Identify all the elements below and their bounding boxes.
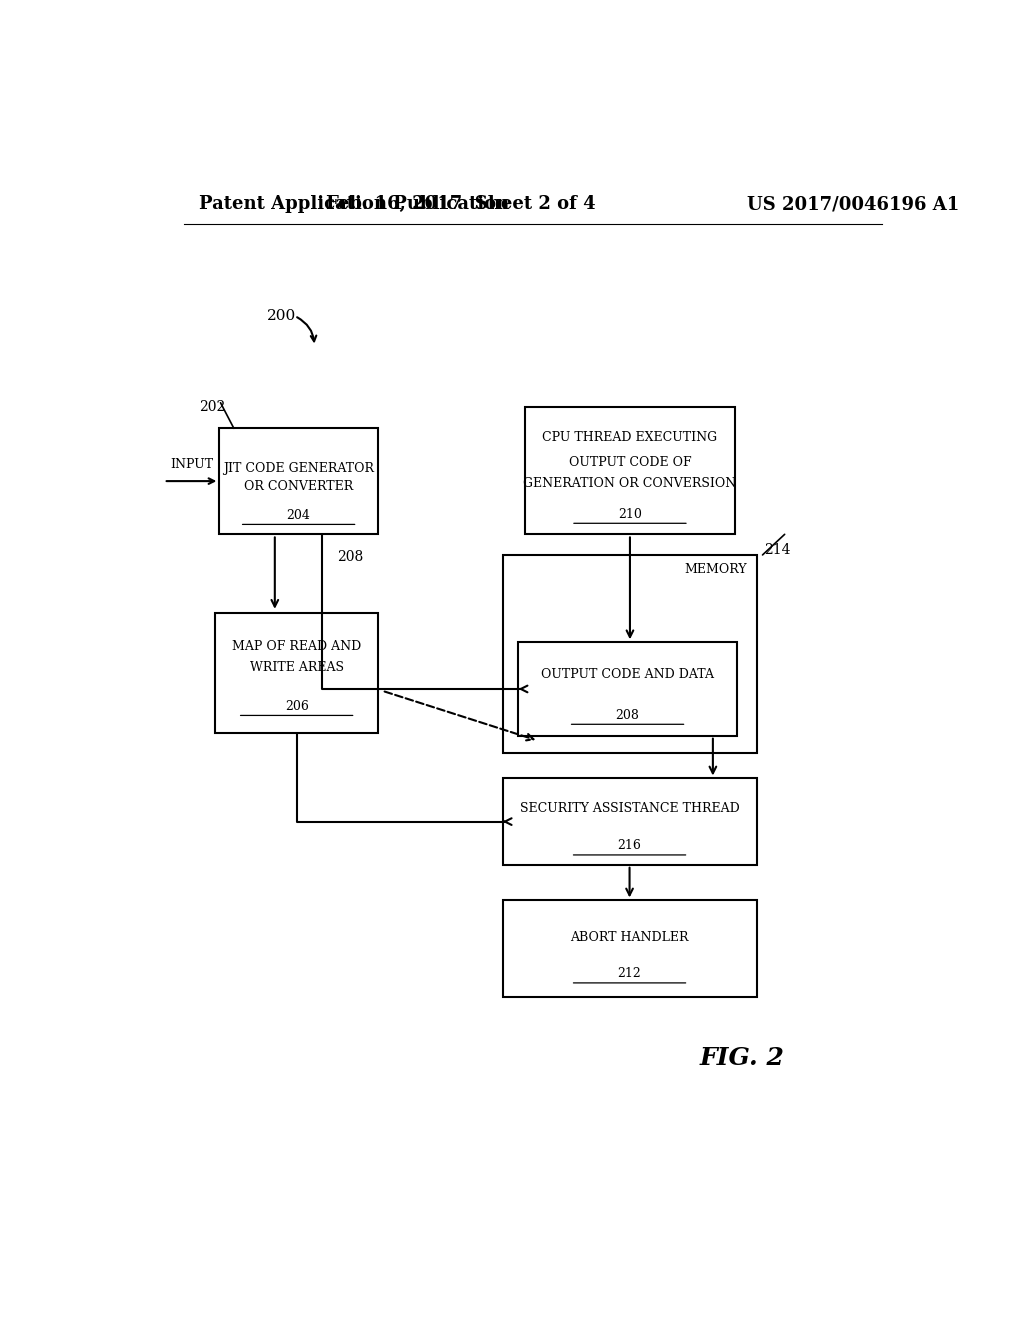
Text: 206: 206 (285, 700, 308, 713)
FancyBboxPatch shape (524, 408, 735, 535)
FancyBboxPatch shape (219, 428, 378, 535)
Text: 214: 214 (765, 543, 791, 557)
FancyBboxPatch shape (503, 779, 757, 865)
Text: US 2017/0046196 A1: US 2017/0046196 A1 (748, 195, 959, 213)
Text: OR CONVERTER: OR CONVERTER (244, 480, 353, 492)
Text: INPUT: INPUT (170, 458, 213, 471)
Text: 208: 208 (615, 709, 640, 722)
Text: SECURITY ASSISTANCE THREAD: SECURITY ASSISTANCE THREAD (520, 803, 739, 816)
FancyBboxPatch shape (518, 643, 736, 735)
Text: JIT CODE GENERATOR: JIT CODE GENERATOR (223, 462, 374, 475)
Text: Patent Application Publication: Patent Application Publication (200, 195, 510, 213)
Text: 204: 204 (287, 508, 310, 521)
Text: OUTPUT CODE AND DATA: OUTPUT CODE AND DATA (541, 668, 714, 681)
Text: 210: 210 (618, 508, 642, 520)
Text: FIG. 2: FIG. 2 (699, 1045, 784, 1071)
Text: 200: 200 (267, 309, 296, 323)
Text: 216: 216 (617, 840, 641, 853)
Text: MEMORY: MEMORY (684, 562, 748, 576)
FancyBboxPatch shape (503, 900, 757, 997)
Text: MAP OF READ AND: MAP OF READ AND (232, 640, 361, 653)
FancyBboxPatch shape (215, 612, 378, 733)
Text: 202: 202 (200, 400, 225, 414)
Text: WRITE AREAS: WRITE AREAS (250, 661, 344, 675)
Text: GENERATION OR CONVERSION: GENERATION OR CONVERSION (523, 477, 736, 490)
FancyBboxPatch shape (503, 554, 757, 752)
Text: OUTPUT CODE OF: OUTPUT CODE OF (568, 455, 691, 469)
Text: 208: 208 (337, 550, 362, 564)
Text: Feb. 16, 2017  Sheet 2 of 4: Feb. 16, 2017 Sheet 2 of 4 (327, 195, 596, 213)
Text: CPU THREAD EXECUTING: CPU THREAD EXECUTING (543, 432, 718, 445)
Text: 212: 212 (617, 968, 641, 981)
Text: ABORT HANDLER: ABORT HANDLER (570, 931, 689, 944)
